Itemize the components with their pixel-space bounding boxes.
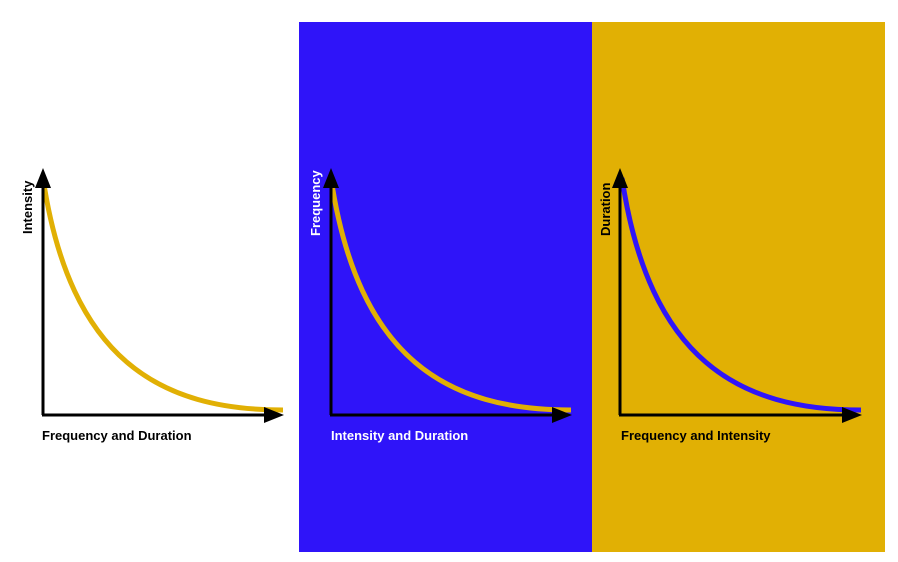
y-axis-arrowhead xyxy=(612,168,628,188)
decay-curve xyxy=(40,177,284,413)
panel-2: Frequency Intensity and Duration xyxy=(308,168,572,443)
panel-3: Duration Frequency and Intensity xyxy=(598,168,862,443)
decay-curve xyxy=(328,177,572,413)
y-axis-label: Intensity xyxy=(20,180,35,234)
panel-1: Intensity Frequency and Duration xyxy=(20,168,284,443)
y-axis-label: Frequency xyxy=(308,169,323,236)
x-axis-arrowhead xyxy=(264,407,284,423)
decay-curve xyxy=(619,177,862,413)
x-axis-label: Frequency and Intensity xyxy=(621,428,771,443)
x-axis-arrowhead xyxy=(842,407,862,423)
panel-2-background xyxy=(299,22,592,552)
x-axis-label: Frequency and Duration xyxy=(42,428,192,443)
y-axis-arrowhead xyxy=(35,168,51,188)
x-axis-label: Intensity and Duration xyxy=(331,428,468,443)
x-axis-arrowhead xyxy=(552,407,572,423)
y-axis-label: Duration xyxy=(598,183,613,237)
y-axis-arrowhead xyxy=(323,168,339,188)
panel-3-background xyxy=(592,22,885,552)
